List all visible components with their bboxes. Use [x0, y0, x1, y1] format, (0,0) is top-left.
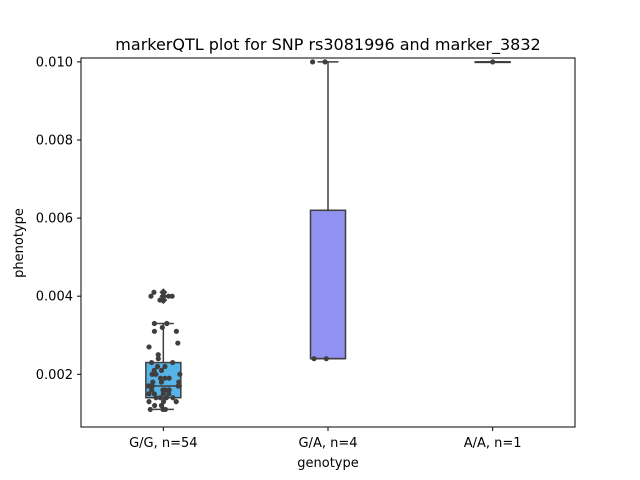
data-point — [166, 387, 172, 393]
data-point — [150, 379, 156, 385]
data-point — [157, 395, 163, 401]
data-point — [148, 359, 155, 366]
data-point — [155, 356, 161, 362]
data-point — [311, 356, 317, 362]
box-1 — [309, 209, 347, 360]
data-point — [163, 395, 169, 401]
data-point — [162, 363, 168, 370]
x-tick-label: A/A, n=1 — [464, 436, 522, 451]
y-tick-label: 0.004 — [36, 290, 73, 305]
chart-marks — [145, 59, 511, 413]
data-point — [322, 59, 328, 65]
data-point — [151, 289, 157, 295]
data-point — [166, 391, 172, 397]
data-point — [323, 356, 329, 362]
data-point — [149, 387, 155, 393]
data-point — [157, 375, 164, 381]
data-point — [149, 371, 155, 377]
data-point — [147, 383, 154, 389]
axes: 0.002 0.004 0.006 0.008 0.010 G/G, n=54 G/A, n… — [36, 55, 522, 451]
data-point — [155, 352, 161, 358]
data-point — [166, 375, 172, 381]
data-point — [170, 359, 176, 366]
data-point — [151, 367, 157, 373]
data-point — [146, 391, 152, 397]
outlier-point — [159, 288, 168, 297]
data-point — [170, 395, 176, 401]
data-point — [158, 379, 165, 385]
data-point — [490, 59, 496, 65]
data-point — [154, 363, 161, 370]
data-point — [146, 344, 152, 350]
data-point — [159, 324, 165, 331]
data-point — [153, 371, 159, 377]
data-point — [151, 328, 158, 334]
data-point — [151, 320, 157, 327]
data-point — [177, 371, 183, 377]
data-point — [176, 379, 182, 385]
y-tick-label: 0.008 — [36, 134, 73, 149]
y-tick-label: 0.006 — [36, 212, 73, 227]
x-tick-label: G/A, n=4 — [298, 436, 357, 451]
data-point — [175, 340, 181, 346]
x-axis-label: genotype — [297, 456, 358, 471]
data-point — [153, 395, 159, 401]
data-point — [160, 399, 167, 405]
data-point — [147, 406, 153, 413]
data-point — [146, 399, 152, 405]
y-tick-label: 0.002 — [36, 368, 73, 383]
data-point — [164, 320, 170, 327]
y-axis-label: phenotype — [12, 208, 27, 278]
data-point — [173, 328, 179, 334]
y-tick-label: 0.010 — [36, 55, 73, 70]
data-point — [158, 402, 165, 409]
chart-title: markerQTL plot for SNP rs3081996 and mar… — [115, 35, 540, 55]
data-point — [151, 391, 157, 397]
data-point — [152, 402, 158, 409]
data-point — [169, 293, 175, 299]
x-tick-label: G/G, n=54 — [129, 436, 197, 451]
data-point — [176, 383, 182, 389]
data-point — [158, 367, 165, 373]
data-point — [162, 406, 169, 413]
data-point — [165, 293, 172, 299]
data-point — [148, 293, 154, 299]
data-point — [310, 59, 316, 65]
data-point — [160, 387, 166, 393]
data-point — [157, 297, 163, 303]
data-point — [162, 375, 168, 381]
data-point — [173, 399, 179, 405]
data-point — [160, 391, 166, 397]
